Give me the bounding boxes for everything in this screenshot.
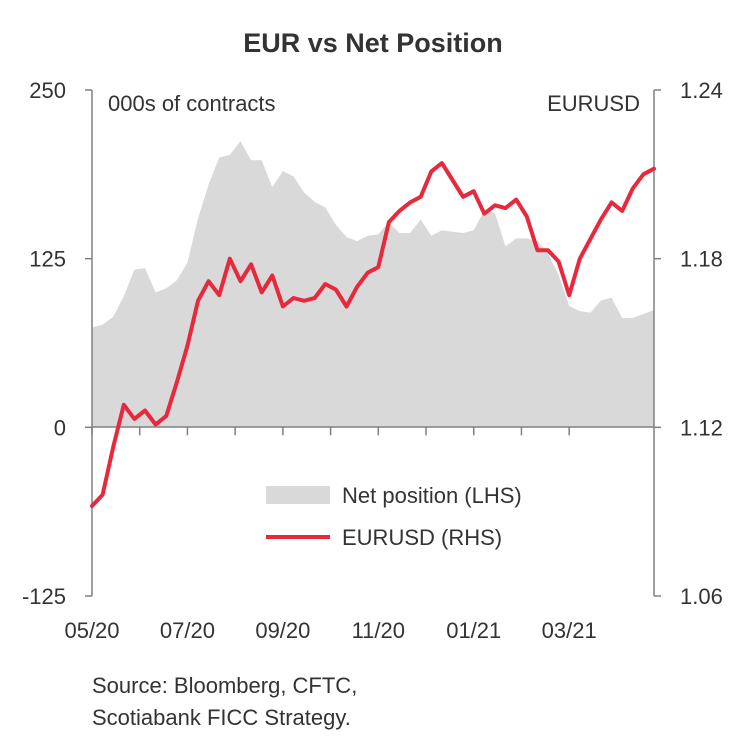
x-axis-tick-label: 09/20	[255, 618, 310, 643]
source-line-1: Source: Bloomberg, CFTC,	[92, 673, 358, 698]
x-axis-tick-label: 05/20	[64, 618, 119, 643]
x-axis-ticks: 05/20 07/20 09/20 11/20 01/21 03/21	[64, 427, 597, 643]
legend: Net position (LHS) EURUSD (RHS)	[266, 483, 522, 550]
x-axis-tick-label: 07/20	[160, 618, 215, 643]
x-axis-tick-label: 03/21	[542, 618, 597, 643]
right-axis-tick-label: 1.06	[680, 584, 723, 609]
left-axis-tick-label: -125	[22, 584, 66, 609]
left-axis-tick-label: 125	[29, 247, 66, 272]
x-axis-tick-label: 01/21	[446, 618, 501, 643]
chart-title: EUR vs Net Position	[243, 28, 503, 58]
right-axis-tick-label: 1.24	[680, 78, 723, 103]
source-line-2: Scotiabank FICC Strategy.	[92, 705, 351, 730]
series-line-eurusd	[90, 161, 656, 508]
right-axis-ticks: 1.24 1.18 1.12 1.06	[654, 78, 723, 609]
legend-swatch-net-position	[266, 486, 330, 504]
legend-label-net-position: Net position (LHS)	[342, 483, 522, 508]
left-axis-unit-label: 000s of contracts	[108, 91, 276, 116]
plot-area: 05/20 07/20 09/20 11/20 01/21 03/21 250 125 0 -1…	[22, 78, 723, 643]
x-axis-tick-label: 11/20	[352, 618, 405, 643]
left-axis-tick-label: 0	[54, 415, 66, 440]
left-axis-tick-label: 250	[29, 78, 66, 103]
right-axis-unit-label: EURUSD	[547, 91, 640, 116]
right-axis-tick-label: 1.18	[680, 247, 723, 272]
series-area-net-position	[92, 141, 654, 428]
legend-label-eurusd: EURUSD (RHS)	[342, 525, 502, 550]
source-note: Source: Bloomberg, CFTC, Scotiabank FICC…	[92, 670, 357, 734]
right-axis-tick-label: 1.12	[680, 415, 723, 440]
left-axis-ticks: 250 125 0 -125	[22, 78, 92, 609]
